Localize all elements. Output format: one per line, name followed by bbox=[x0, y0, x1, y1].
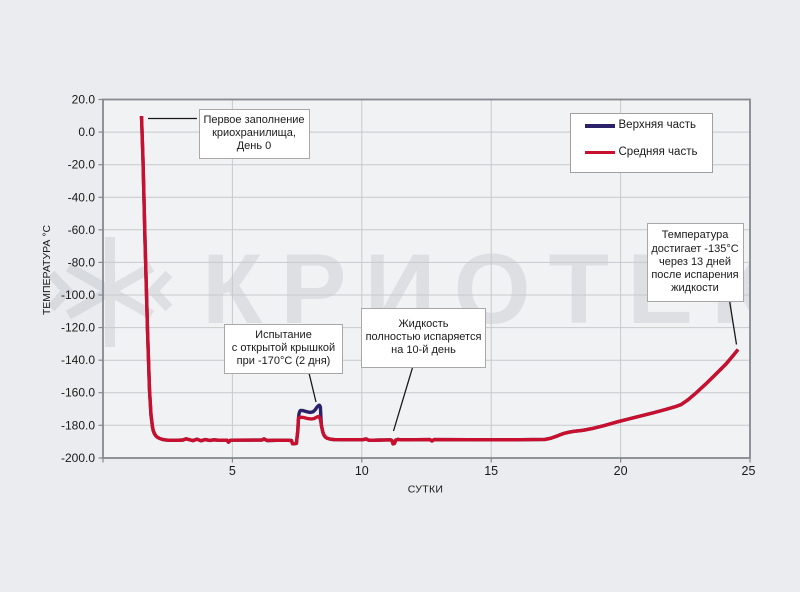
svg-text:20.0: 20.0 bbox=[72, 93, 96, 107]
svg-text:-200.0: -200.0 bbox=[61, 451, 95, 465]
svg-text:СУТКИ: СУТКИ bbox=[408, 484, 443, 496]
svg-text:-100.0: -100.0 bbox=[61, 288, 95, 302]
svg-text:10: 10 bbox=[355, 464, 369, 478]
svg-text:-20.0: -20.0 bbox=[68, 158, 96, 172]
svg-text:20: 20 bbox=[614, 464, 628, 478]
svg-text:-120.0: -120.0 bbox=[61, 321, 95, 335]
svg-text:15: 15 bbox=[484, 464, 498, 478]
svg-text:5: 5 bbox=[229, 464, 236, 478]
svg-text:-80.0: -80.0 bbox=[68, 255, 96, 269]
svg-text:-160.0: -160.0 bbox=[61, 386, 95, 400]
svg-text:-40.0: -40.0 bbox=[68, 190, 96, 204]
svg-text:-60.0: -60.0 bbox=[68, 223, 96, 237]
svg-text:0.0: 0.0 bbox=[78, 125, 95, 139]
svg-text:ТЕМПЕРАТУРА °C: ТЕМПЕРАТУРА °C bbox=[41, 224, 53, 315]
svg-text:-180.0: -180.0 bbox=[61, 418, 95, 432]
svg-text:25: 25 bbox=[742, 464, 756, 478]
svg-text:-140.0: -140.0 bbox=[61, 353, 95, 367]
